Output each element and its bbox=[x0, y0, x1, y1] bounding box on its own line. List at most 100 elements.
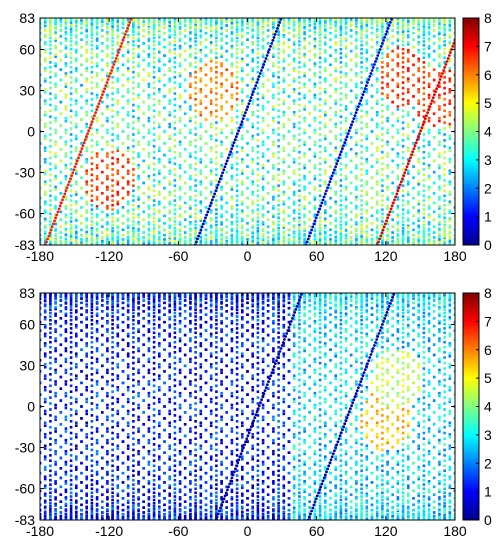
data-point bbox=[329, 54, 332, 57]
data-point bbox=[334, 172, 337, 175]
data-point bbox=[204, 38, 208, 41]
data-point bbox=[204, 233, 208, 237]
data-point bbox=[448, 226, 452, 229]
highlight-track-point bbox=[209, 201, 213, 205]
data-point bbox=[49, 220, 52, 223]
data-point bbox=[272, 163, 275, 167]
data-point bbox=[54, 238, 57, 242]
data-point bbox=[417, 226, 420, 229]
data-point bbox=[178, 37, 182, 41]
data-point bbox=[438, 116, 441, 120]
data-point bbox=[168, 161, 171, 164]
data-point bbox=[391, 210, 394, 214]
data-point bbox=[365, 217, 369, 221]
data-point bbox=[132, 103, 135, 107]
data-point bbox=[261, 131, 265, 135]
data-point bbox=[272, 46, 275, 50]
data-point bbox=[375, 42, 379, 46]
data-point bbox=[375, 125, 379, 129]
data-point bbox=[432, 136, 436, 139]
data-point bbox=[40, 186, 42, 190]
data-point bbox=[355, 37, 358, 41]
data-point bbox=[272, 131, 275, 135]
data-point bbox=[313, 237, 317, 241]
data-point bbox=[126, 28, 130, 31]
data-point bbox=[277, 237, 280, 240]
data-point bbox=[43, 226, 47, 229]
data-point bbox=[137, 155, 140, 158]
data-point bbox=[386, 108, 389, 111]
data-point bbox=[334, 137, 337, 141]
data-point bbox=[453, 153, 455, 157]
highlight-track-point bbox=[204, 216, 207, 220]
data-point bbox=[40, 165, 42, 168]
data-point bbox=[215, 235, 218, 238]
data-point bbox=[298, 203, 301, 207]
data-point bbox=[272, 25, 275, 29]
data-point bbox=[349, 112, 353, 115]
data-point bbox=[75, 149, 78, 152]
data-point bbox=[443, 133, 446, 136]
data-point bbox=[287, 84, 291, 87]
data-point bbox=[132, 179, 135, 182]
data-point bbox=[318, 235, 322, 238]
data-point bbox=[230, 21, 234, 25]
data-point bbox=[111, 223, 114, 227]
data-point bbox=[401, 150, 405, 154]
data-point bbox=[90, 103, 94, 107]
data-point bbox=[194, 56, 197, 60]
data-point bbox=[324, 232, 327, 235]
data-point bbox=[344, 213, 348, 217]
data-point bbox=[344, 188, 348, 191]
data-point bbox=[220, 215, 223, 219]
data-point bbox=[355, 44, 358, 48]
data-point bbox=[448, 134, 452, 138]
data-point bbox=[422, 81, 426, 84]
data-point bbox=[448, 137, 452, 141]
data-point bbox=[230, 18, 234, 20]
data-point bbox=[235, 232, 239, 236]
data-point bbox=[375, 134, 379, 138]
data-point bbox=[95, 39, 99, 42]
data-point bbox=[106, 195, 109, 199]
data-point bbox=[126, 88, 130, 91]
data-point bbox=[324, 67, 327, 70]
data-point bbox=[152, 241, 156, 245]
data-point bbox=[381, 239, 384, 242]
data-point bbox=[298, 189, 301, 193]
data-point bbox=[318, 150, 322, 154]
data-point bbox=[282, 102, 286, 105]
data-point bbox=[106, 39, 109, 42]
data-point bbox=[90, 173, 94, 177]
highlight-track-point bbox=[367, 78, 371, 81]
data-point bbox=[90, 21, 94, 24]
data-point bbox=[147, 19, 151, 23]
data-point bbox=[106, 18, 109, 21]
data-point bbox=[43, 242, 47, 245]
data-point bbox=[220, 18, 223, 20]
data-point bbox=[308, 35, 311, 38]
data-point bbox=[215, 25, 218, 28]
data-point bbox=[344, 46, 348, 50]
data-point bbox=[334, 88, 337, 91]
data-point bbox=[246, 222, 249, 225]
data-point bbox=[121, 222, 125, 225]
data-point bbox=[438, 44, 441, 48]
data-point bbox=[230, 155, 234, 158]
data-point bbox=[64, 177, 68, 181]
data-point bbox=[417, 158, 420, 161]
data-point bbox=[287, 18, 291, 20]
data-point bbox=[85, 99, 88, 102]
data-point bbox=[318, 27, 322, 31]
data-point bbox=[365, 211, 369, 215]
data-point bbox=[407, 240, 410, 243]
data-point bbox=[111, 156, 114, 160]
data-point bbox=[106, 116, 109, 120]
data-point bbox=[194, 212, 197, 216]
data-point bbox=[344, 185, 348, 189]
data-point bbox=[407, 28, 410, 31]
data-point bbox=[178, 143, 182, 147]
data-point bbox=[386, 207, 389, 210]
data-point bbox=[95, 44, 99, 48]
data-point bbox=[401, 216, 405, 220]
